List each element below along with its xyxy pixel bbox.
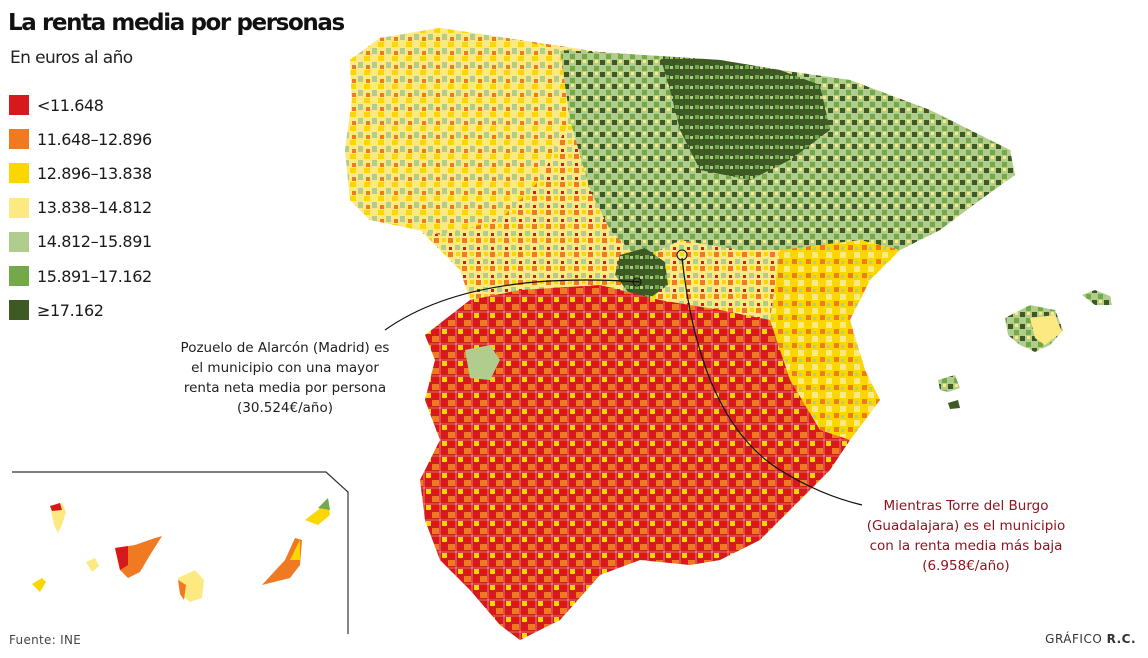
legend-item: 11.648–12.896 <box>9 122 152 156</box>
graphic-credit: GRÁFICO R.C. <box>1045 632 1136 646</box>
legend: <11.648 11.648–12.896 12.896–13.838 13.8… <box>9 88 152 327</box>
legend-label: 12.896–13.838 <box>37 163 152 183</box>
legend-swatch <box>9 266 29 287</box>
chart-title: La renta media por personas <box>8 10 345 36</box>
legend-label: ≥17.162 <box>37 300 104 320</box>
legend-label: 14.812–15.891 <box>37 232 152 252</box>
legend-swatch <box>9 163 29 184</box>
legend-swatch <box>9 231 29 252</box>
legend-item: <11.648 <box>9 88 152 122</box>
annotation-lowest-income: Mientras Torre del Burgo (Guadalajara) e… <box>866 498 1066 574</box>
region-northeast-dark <box>660 56 830 180</box>
leader-line-lowest <box>681 257 863 506</box>
legend-label: 15.891–17.162 <box>37 266 152 286</box>
legend-label: 11.648–12.896 <box>37 129 152 149</box>
chart-subtitle: En euros al año <box>10 48 133 68</box>
region-south <box>420 285 850 640</box>
legend-item: 12.896–13.838 <box>9 156 152 190</box>
legend-swatch <box>9 300 29 321</box>
region-madrid <box>615 248 668 298</box>
canary-islands <box>32 498 330 602</box>
balearic-islands <box>938 290 1112 409</box>
legend-label: 13.838–14.812 <box>37 198 152 218</box>
legend-swatch <box>9 197 29 218</box>
legend-item: 14.812–15.891 <box>9 225 152 259</box>
legend-swatch <box>9 95 29 116</box>
region-east <box>770 240 900 440</box>
legend-item: 15.891–17.162 <box>9 259 152 293</box>
legend-swatch <box>9 129 29 150</box>
legend-item: ≥17.162 <box>9 293 152 327</box>
legend-item: 13.838–14.812 <box>9 191 152 225</box>
canary-inset-frame <box>12 471 349 634</box>
annotation-highest-income: Pozuelo de Alarcón (Madrid) es el munici… <box>180 340 390 416</box>
source-note: Fuente: INE <box>9 633 82 647</box>
legend-label: <11.648 <box>37 95 104 115</box>
leader-line-highest <box>384 279 641 331</box>
region-northwest <box>345 28 570 235</box>
